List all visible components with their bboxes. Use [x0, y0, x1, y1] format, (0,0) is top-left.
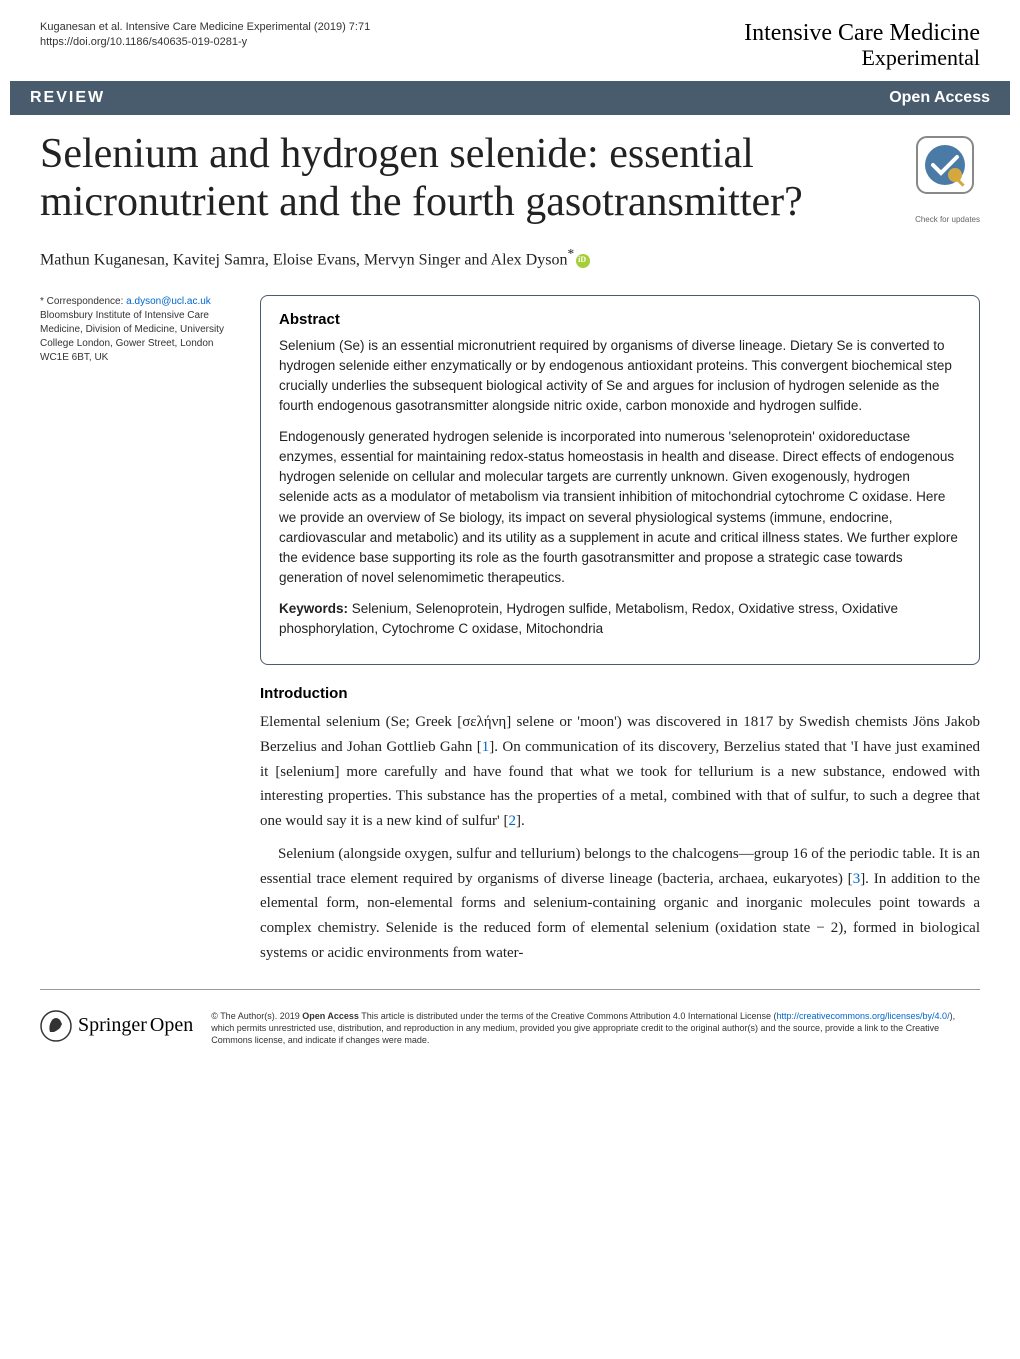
copyright-b: This article is distributed under the te… [359, 1011, 777, 1021]
title-row: Selenium and hydrogen selenide: essentia… [0, 115, 1020, 237]
authors-line: Mathun Kuganesan, Kavitej Samra, Eloise … [0, 236, 1020, 294]
article-type-label: REVIEW [30, 89, 105, 107]
cc-license-link[interactable]: http://creativecommons.org/licenses/by/4… [776, 1011, 949, 1021]
orcid-icon[interactable] [576, 254, 590, 268]
affiliation-text: Bloomsbury Institute of Intensive Care M… [40, 309, 240, 365]
abstract-paragraph-2: Endogenously generated hydrogen selenide… [279, 427, 961, 589]
introduction-body: Elemental selenium (Se; Greek [σελήνη] s… [260, 710, 980, 966]
article-type-bar: REVIEW Open Access [10, 81, 1010, 115]
keywords-text: Selenium, Selenoprotein, Hydrogen sulfid… [279, 601, 898, 636]
doi-line: https://doi.org/10.1186/s40635-019-0281-… [40, 35, 370, 50]
springer-horse-icon [40, 1010, 72, 1042]
springer-open-logo[interactable]: SpringerOpen [40, 1010, 193, 1042]
intro-p1-c: ]. [516, 813, 525, 829]
journal-name-block: Intensive Care Medicine Experimental [744, 20, 980, 71]
ref-link-2[interactable]: 2 [509, 813, 517, 829]
abstract-body: Selenium (Se) is an essential micronutri… [279, 336, 961, 640]
citation-line: Kuganesan et al. Intensive Care Medicine… [40, 20, 370, 35]
open-access-label: Open Access [889, 89, 990, 107]
check-updates-text: Check for updates [915, 215, 980, 224]
correspondence-email[interactable]: a.dyson@ucl.ac.uk [126, 296, 211, 307]
abstract-paragraph-1: Selenium (Se) is an essential micronutri… [279, 336, 961, 417]
crossmark-icon [915, 135, 975, 210]
correspondence-label: * Correspondence: a.dyson@ucl.ac.uk [40, 295, 240, 309]
correspondence-sidebar: * Correspondence: a.dyson@ucl.ac.uk Bloo… [40, 295, 240, 974]
main-content: Abstract Selenium (Se) is an essential m… [260, 295, 980, 974]
copyright-openaccess: Open Access [302, 1011, 359, 1021]
abstract-heading: Abstract [279, 311, 961, 328]
correspondence-prefix: * Correspondence: [40, 296, 126, 307]
citation-block: Kuganesan et al. Intensive Care Medicine… [40, 20, 370, 51]
copyright-text: © The Author(s). 2019 Open Access This a… [211, 1010, 980, 1046]
intro-paragraph-1: Elemental selenium (Se; Greek [σελήνη] s… [260, 710, 980, 834]
copyright-a: © The Author(s). 2019 [211, 1011, 302, 1021]
article-title: Selenium and hydrogen selenide: essentia… [40, 130, 900, 227]
springer-text: Springer [78, 1014, 147, 1037]
springer-open-text: Open [150, 1014, 193, 1037]
keywords-line: Keywords: Selenium, Selenoprotein, Hydro… [279, 599, 961, 640]
intro-paragraph-2: Selenium (alongside oxygen, sulfur and t… [260, 842, 980, 966]
page-header: Kuganesan et al. Intensive Care Medicine… [0, 0, 1020, 81]
abstract-box: Abstract Selenium (Se) is an essential m… [260, 295, 980, 666]
introduction-heading: Introduction [260, 685, 980, 702]
authors-text: Mathun Kuganesan, Kavitej Samra, Eloise … [40, 252, 567, 269]
keywords-label: Keywords: [279, 601, 352, 616]
main-two-column: * Correspondence: a.dyson@ucl.ac.uk Bloo… [0, 295, 1020, 974]
journal-name: Intensive Care Medicine [744, 20, 980, 46]
journal-subname: Experimental [744, 46, 980, 70]
footer: SpringerOpen © The Author(s). 2019 Open … [0, 990, 1020, 1066]
check-updates-badge[interactable]: Check for updates [915, 135, 980, 224]
